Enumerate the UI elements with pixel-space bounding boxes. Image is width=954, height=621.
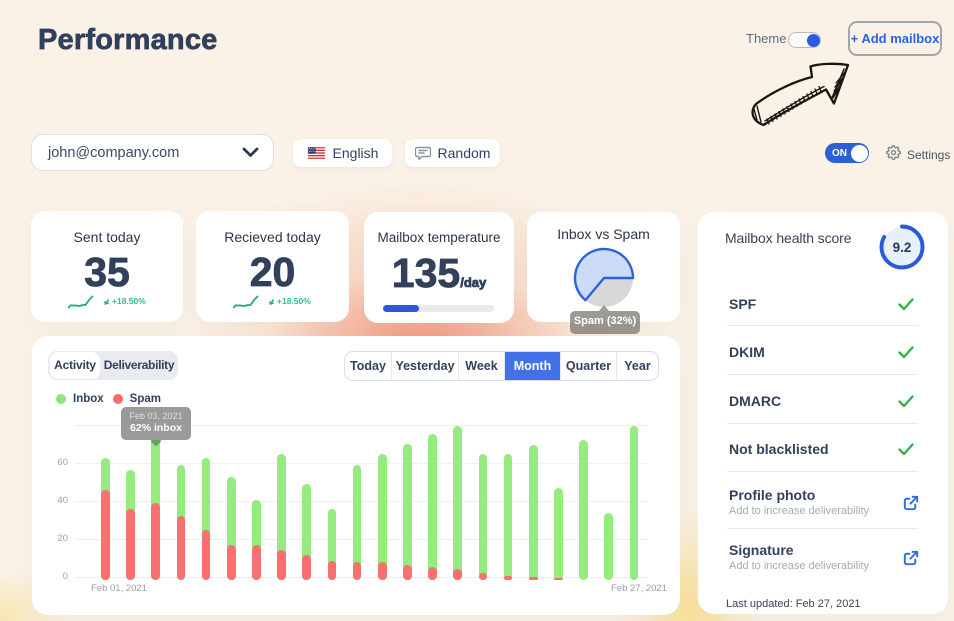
- svg-text:9.2: 9.2: [893, 240, 912, 255]
